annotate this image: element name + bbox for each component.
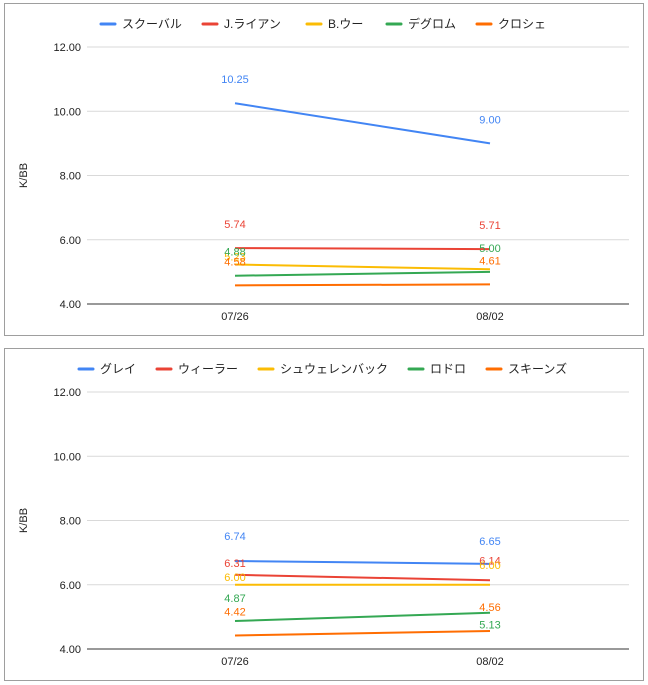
- data-label: 5.13: [479, 620, 500, 632]
- line-chart-1: 4.00 6.00 8.00 10.00 12.00 K/BB 07/26 08/02 スクーバ…: [18, 16, 629, 323]
- data-label: 6.31: [224, 558, 245, 570]
- legend-entry: シュウェレンバック: [280, 362, 388, 376]
- legend-entry: グレイ: [100, 362, 136, 376]
- legend-entry: スクーバル: [122, 17, 182, 31]
- y-tick-label: 8.00: [60, 516, 81, 528]
- data-label: 5.74: [224, 219, 245, 231]
- y-tick-label: 8.00: [60, 171, 81, 183]
- data-label: 4.88: [224, 247, 245, 259]
- legend: スクーバル J.ライアン B.ウー デグロム クロシェ: [99, 16, 546, 31]
- series-line: [234, 611, 491, 623]
- data-label: 5.23: [224, 251, 245, 263]
- y-tick-label: 4.00: [60, 644, 81, 656]
- legend-entry: B.ウー: [328, 17, 363, 31]
- x-tick-label: 07/26: [221, 311, 249, 323]
- y-tick-label: 4.00: [60, 299, 81, 311]
- data-label: 5.00: [479, 243, 500, 255]
- y-tick-label: 10.00: [53, 106, 81, 118]
- y-tick-label: 12.00: [53, 42, 81, 54]
- series-line: [234, 559, 491, 565]
- series-line: [234, 263, 491, 271]
- legend-entry: デグロム: [408, 16, 456, 31]
- chart-panel-2: 4.00 6.00 8.00 10.00 12.00 K/BB 07/26 08/02 グレイ ウ…: [4, 348, 644, 681]
- y-axis-title: K/BB: [18, 508, 30, 533]
- series-line: [234, 573, 491, 582]
- data-label: 4.42: [224, 607, 245, 619]
- legend-entry: ウィーラー: [178, 362, 238, 376]
- legend-entry: ロドロ: [430, 362, 466, 376]
- x-tick-label: 08/02: [476, 656, 504, 668]
- legend-entry: クロシェ: [498, 17, 546, 31]
- data-label: 4.56: [479, 602, 500, 614]
- series-line: [234, 630, 491, 637]
- y-tick-label: 6.00: [60, 235, 81, 247]
- y-axis-title: K/BB: [18, 163, 30, 188]
- series-line: [234, 102, 491, 145]
- data-label: 6.00: [479, 560, 500, 572]
- data-label: 6.65: [479, 536, 500, 548]
- data-label: 4.61: [479, 255, 500, 267]
- data-label: 6.74: [224, 531, 245, 543]
- series-line: [234, 270, 491, 277]
- legend-entry: J.ライアン: [224, 17, 281, 31]
- legend: グレイ ウィーラー シュウェレンバック ロドロ スキーンズ: [77, 361, 567, 376]
- x-tick-label: 08/02: [476, 311, 504, 323]
- series-line: [234, 283, 491, 287]
- legend-entry: スキーンズ: [508, 361, 567, 376]
- y-tick-label: 6.00: [60, 580, 81, 592]
- y-tick-label: 12.00: [53, 387, 81, 399]
- data-label: 6.00: [224, 572, 245, 584]
- data-label: 4.58: [224, 256, 245, 268]
- chart-panel-1: 4.00 6.00 8.00 10.00 12.00 K/BB 07/26 08/02 スクーバ…: [4, 3, 644, 336]
- data-label: 5.71: [479, 220, 500, 232]
- x-tick-label: 07/26: [221, 656, 249, 668]
- series-line: [234, 247, 491, 251]
- data-label: 10.25: [221, 74, 249, 86]
- line-chart-2: 4.00 6.00 8.00 10.00 12.00 K/BB 07/26 08/02 グレイ ウ…: [18, 361, 629, 668]
- data-label: 4.87: [224, 593, 245, 605]
- data-label: 6.14: [479, 555, 500, 567]
- data-label: 9.00: [479, 114, 500, 126]
- y-tick-label: 10.00: [53, 451, 81, 463]
